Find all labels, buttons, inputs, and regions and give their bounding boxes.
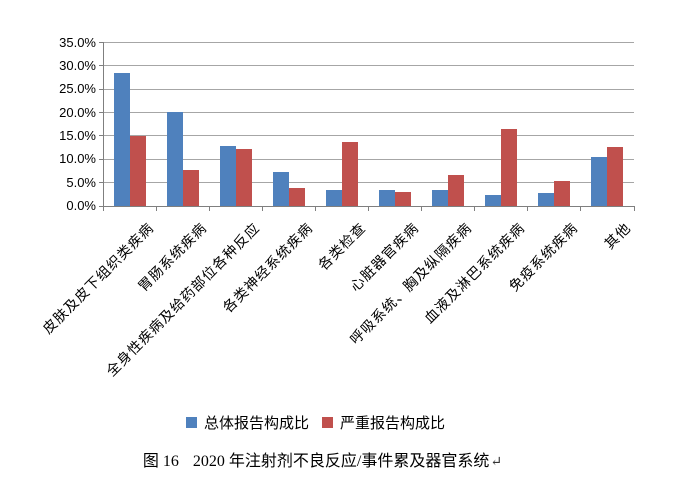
gridline [103,182,634,184]
paragraph-mark-icon: ↵ [490,455,503,470]
chart-legend: 总体报告构成比 严重报告构成比 [0,412,652,433]
bar-overall-5 [379,190,396,206]
gridline [103,88,634,90]
bar-serious-6 [448,174,465,206]
x-axis-line [103,206,635,207]
bar-overall-9 [591,156,608,206]
y-axis-tick-label: 10.0% [59,151,96,167]
y-axis-tick [99,182,103,184]
bar-overall-2 [219,146,236,206]
gridline [103,135,634,137]
gridline [103,158,634,160]
legend-swatch-icon-serious [322,417,333,428]
legend-label-overall: 总体报告构成比 [203,415,309,432]
x-axis-tick [314,207,316,211]
legend-item-serious: 严重报告构成比 [322,412,445,433]
y-axis-tick-label: 0.0% [66,198,96,213]
legend-item-overall: 总体报告构成比 [185,412,309,433]
y-axis-tick [99,135,103,137]
x-axis-tick [580,207,582,211]
gridline [103,42,634,43]
legend-label-serious: 严重报告构成比 [340,415,446,432]
y-axis-tick [99,205,103,207]
x-axis-tick [208,207,210,211]
figure-title: 2020 年注射剂不良反应/事件累及器官系统 [192,453,490,470]
bar-overall-3 [272,171,289,206]
x-axis-label: 其他 [601,219,635,252]
bar-overall-6 [432,189,449,206]
figure-caption: 图 16 2020 年注射剂不良反应/事件累及器官系统↵ [0,447,659,471]
y-axis-line [103,42,104,207]
x-axis-tick [474,207,476,211]
x-axis-tick [527,207,529,211]
bar-overall-7 [485,194,502,206]
bar-serious-2 [235,149,252,206]
figure-number: 图 16 [142,453,179,470]
bar-serious-9 [607,147,624,206]
bar-overall-1 [166,112,183,206]
legend-swatch-icon-overall [185,417,197,428]
y-axis-tick [99,158,103,160]
y-axis-tick-label: 15.0% [59,127,96,143]
bar-serious-4 [341,142,358,206]
gridline [103,65,634,67]
x-axis-label: 各类神经系统疾病 [219,219,316,316]
gridline [103,112,634,114]
x-axis-tick [368,207,369,211]
bar-overall-0 [113,73,130,206]
y-axis-tick-label: 20.0% [59,104,96,120]
bar-serious-0 [129,135,146,206]
y-axis-tick [99,88,103,90]
x-axis-tick [421,207,423,211]
bar-overall-8 [538,193,555,206]
bar-chart: 0.0% 5.0% 10.0% 15.0% 20.0% 25.0% 30.0% 35.0% 皮肤… [39,34,635,379]
y-axis-tick-label: 30.0% [59,57,96,73]
x-axis-tick [261,207,263,211]
y-axis-tick [99,112,103,114]
x-axis-tick [155,207,157,211]
y-axis-tick-label: 25.0% [59,81,96,97]
x-axis-tick [102,207,104,211]
bar-serious-8 [554,180,571,206]
bar-serious-5 [395,192,412,206]
bar-serious-1 [182,169,199,206]
y-axis-tick-label: 35.0% [59,34,96,50]
y-axis-tick [99,65,103,67]
y-axis-tick [99,42,103,43]
bar-overall-4 [325,190,342,206]
y-axis-tick-label: 5.0% [66,174,96,190]
bar-serious-3 [288,187,305,206]
bar-serious-7 [501,129,518,206]
x-axis-tick [633,207,635,211]
